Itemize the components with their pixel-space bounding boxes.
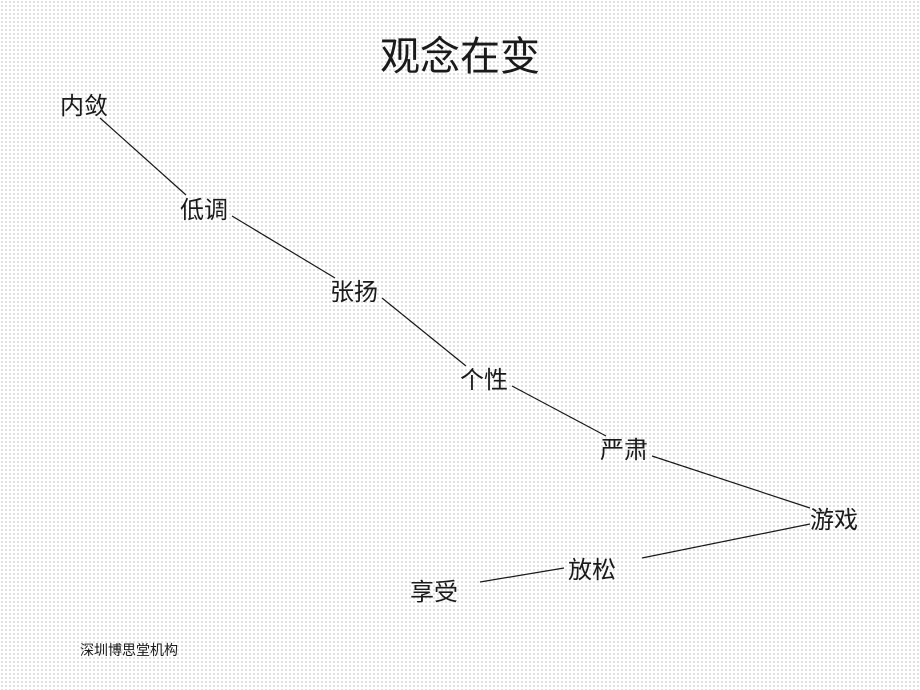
node-n2: 低调 bbox=[180, 190, 228, 225]
node-n1: 内敛 bbox=[60, 86, 108, 121]
node-n4: 个性 bbox=[460, 360, 508, 395]
node-n6: 游戏 bbox=[810, 500, 858, 535]
slide-title: 观念在变 bbox=[0, 24, 920, 82]
node-n7: 放松 bbox=[568, 550, 616, 585]
node-n5: 严肃 bbox=[600, 430, 648, 465]
node-n8: 享受 bbox=[410, 572, 458, 607]
footer-org: 深圳博思堂机构 bbox=[80, 640, 178, 660]
node-n3: 张扬 bbox=[330, 272, 378, 307]
dotted-background bbox=[0, 0, 920, 690]
